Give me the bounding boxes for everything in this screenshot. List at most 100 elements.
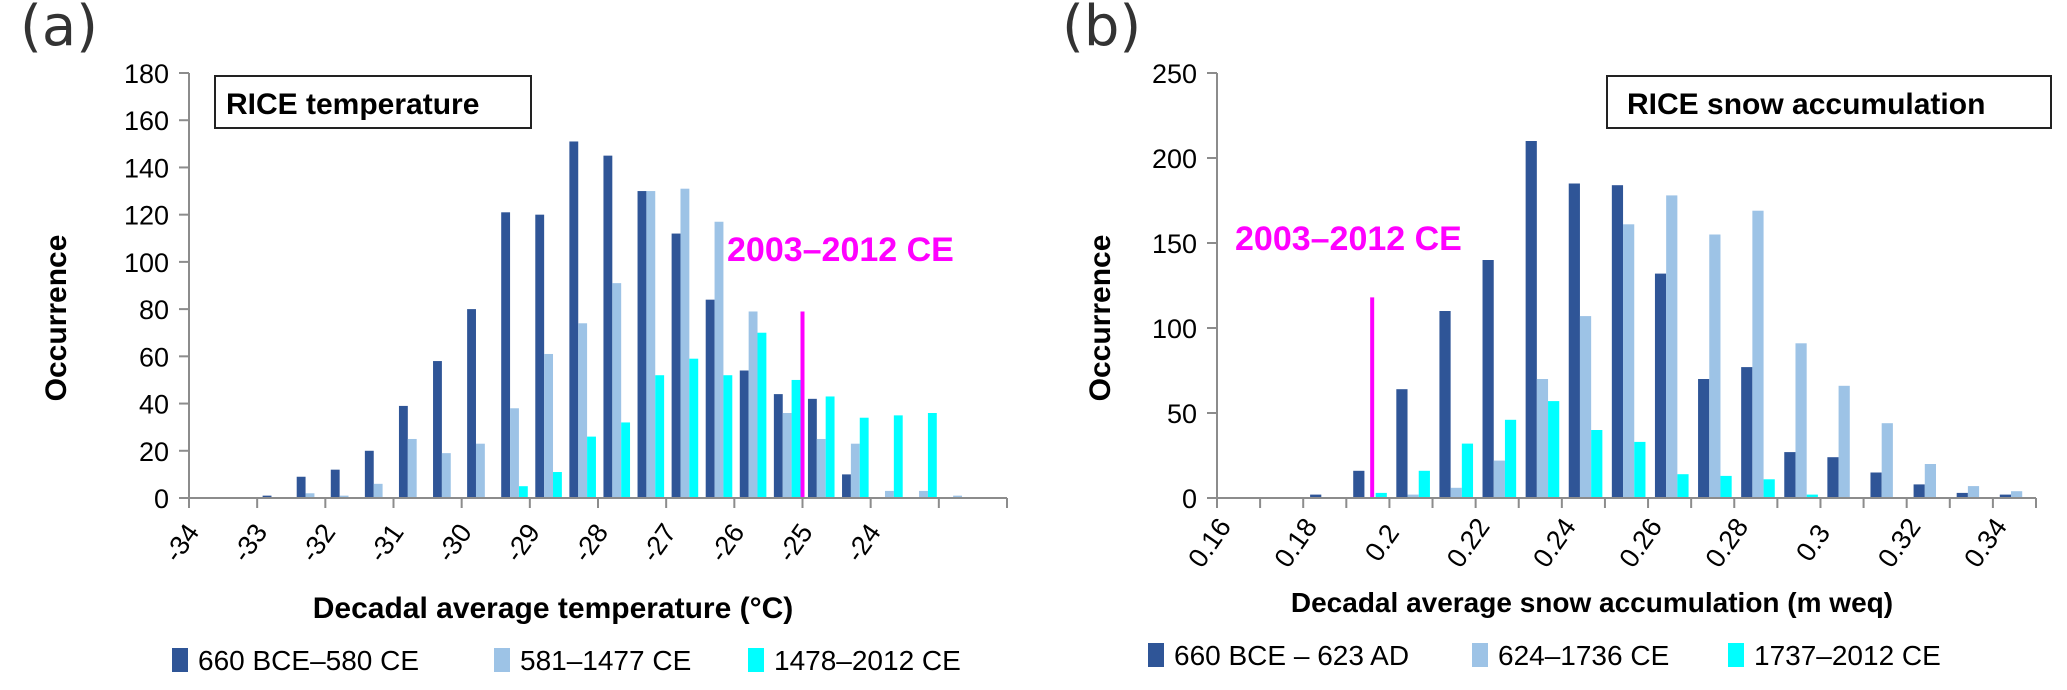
bar-1 [433,361,442,498]
bar-2 [782,413,792,498]
bar-2 [680,188,690,498]
bar-1 [501,212,511,499]
bar-3 [1720,475,1732,498]
y-tick-label: 60 [139,342,169,372]
y-tick-label: 0 [154,484,169,514]
bar-2 [1666,195,1678,498]
legend: 660 BCE – 623 AD 624–1736 CE 1737–2012 C… [1148,640,1941,671]
bar-2 [1407,494,1419,498]
bar-2 [1795,343,1807,498]
x-tick-label: 0.16 [1182,513,1237,573]
legend-swatch-series3 [1728,643,1744,667]
y-tick-label: 200 [1152,144,1197,174]
x-tick-label: -27 [635,518,682,567]
bar-3 [1504,419,1517,498]
x-tick-label: 0.24 [1527,513,1582,573]
bar-2 [1493,460,1505,498]
bar-2 [1967,486,1980,498]
legend-swatch-series2 [1472,643,1488,667]
bar-1 [671,233,681,499]
legend-label-series1: 660 BCE–580 CE [198,645,419,676]
x-tick-label: 0.2 [1359,519,1405,567]
axes [179,73,1007,499]
bar-1 [398,405,408,498]
legend-label-series1: 660 BCE – 623 AD [1174,640,1409,671]
bar-3 [553,472,562,498]
bar-1 [1396,389,1408,498]
bar-1 [807,398,817,498]
bar-2 [646,191,656,499]
y-axis-ticks: 0 50 100 150 200 250 [1152,59,1217,514]
bar-1 [296,476,306,498]
bar-1 [569,141,579,498]
y-tick-label: 80 [139,295,169,325]
bar-3 [1591,430,1603,498]
bar-2 [1924,464,1936,498]
bar-3 [927,413,937,498]
legend-label-series3: 1478–2012 CE [774,645,961,676]
bar-1 [1568,183,1580,498]
bar-1 [1439,311,1451,498]
bar-3 [1375,492,1387,498]
bar-2 [748,311,758,498]
bar-1 [330,469,340,498]
bar-2 [407,438,417,498]
y-tick-label: 180 [124,59,169,89]
bar-2 [612,283,622,498]
bar-2 [884,490,894,498]
bar-2 [919,490,928,498]
bar-2 [373,483,383,498]
x-tick-label: -30 [431,518,478,567]
bar-2 [578,323,588,498]
x-tick-label: 0.26 [1613,513,1668,573]
bar-1 [262,495,272,498]
x-tick-label: 0.34 [1958,513,2013,573]
bar-2 [1838,385,1850,498]
bar-1 [603,155,613,498]
x-tick-label: -32 [294,518,341,567]
y-tick-label: 100 [124,248,169,278]
bar-3 [1763,479,1775,498]
x-tick-label: -24 [840,518,887,567]
annotation-label: 2003–2012 CE [727,231,954,269]
bar-2 [475,443,485,498]
bar-2 [544,353,554,498]
x-axis-ticks: 0.16 0.18 0.2 0.22 0.24 0.26 0.28 0.3 0.32 0.34 [1182,498,2037,573]
y-tick-label: 50 [1167,399,1197,429]
y-axis-title: Occurrence [1084,235,1117,402]
bar-2 [1536,379,1549,498]
bar-1 [773,394,783,498]
bar-1 [1741,367,1753,498]
legend-label-series3: 1737–2012 CE [1754,640,1941,671]
bar-3 [859,417,869,498]
bar-2 [1752,210,1764,498]
legend-label-series2: 581–1477 CE [520,645,691,676]
axes [1207,73,2036,499]
bar-1 [1784,452,1796,498]
chart-title: RICE temperature [226,88,479,121]
bar-3 [1806,494,1818,498]
chart-title-box [1606,75,2052,129]
y-tick-label: 250 [1152,59,1197,89]
y-tick-label: 20 [139,437,169,467]
bar-1 [467,309,476,498]
bar-2 [305,493,315,498]
legend-swatch-series1 [1148,643,1164,667]
y-tick-label: 120 [124,201,169,231]
bar-2 [953,495,963,498]
bar-1 [1310,494,1322,498]
bar-1 [1353,470,1365,498]
y-tick-label: 150 [1152,229,1197,259]
bar-3 [825,396,835,498]
bar-1 [1913,484,1925,498]
bar-3 [791,379,801,498]
y-tick-label: 140 [124,153,169,183]
bar-1 [705,299,715,498]
x-tick-label: -26 [703,518,750,567]
panel-a-label: (a) [20,0,98,59]
bar-2 [1709,234,1721,498]
bar-1 [1654,273,1667,498]
bar-1 [842,474,851,498]
